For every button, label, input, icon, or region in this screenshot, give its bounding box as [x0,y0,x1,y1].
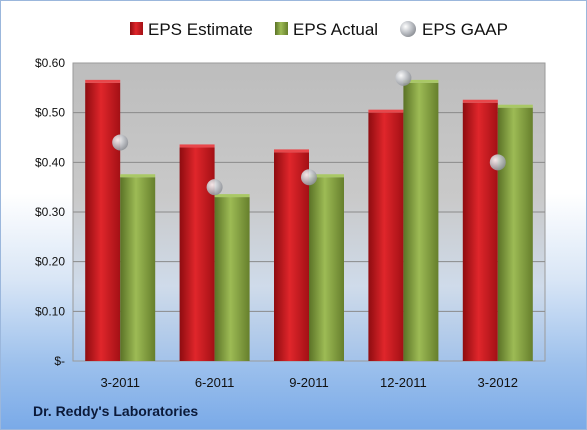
bar-eps-actual [214,197,250,361]
marker-eps-gaap [395,69,412,86]
bar-eps-estimate-top [368,109,404,113]
gaap-markers [112,69,506,196]
bar-eps-estimate [462,102,498,361]
bar-eps-actual [120,177,156,361]
legend-swatch-actual [275,22,288,35]
bars [85,79,533,362]
bar-eps-actual [309,177,344,361]
marker-eps-gaap [489,154,506,171]
company-name: Dr. Reddy's Laboratories [33,403,199,419]
bar-eps-actual [497,107,533,361]
bar-eps-estimate [368,112,404,362]
bar-eps-estimate-top [462,99,498,103]
legend-swatch-estimate [130,22,143,35]
y-tick-label: $0.20 [35,255,65,269]
y-tick-label: $0.50 [35,106,65,120]
bar-eps-estimate-top [85,79,121,83]
y-tick-label: $0.60 [35,56,65,70]
x-tick-label: 6-2011 [195,375,235,390]
y-tick-label: $- [54,354,65,368]
x-tick-label: 3-2012 [478,375,518,390]
legend-label-actual: EPS Actual [293,20,378,39]
legend-label-estimate: EPS Estimate [148,20,253,39]
bar-eps-actual-top [120,174,156,178]
legend: EPS Estimate EPS Actual EPS GAAP [130,20,508,39]
x-tick-label: 12-2011 [380,375,427,390]
marker-eps-gaap [206,179,223,196]
bar-eps-estimate [85,82,121,361]
bar-eps-actual-top [403,79,439,83]
bar-eps-estimate-top [274,149,309,153]
marker-eps-gaap [301,169,317,186]
y-axis: $- $0.10 $0.20 $0.30 $0.40 $0.50 $0.60 [35,56,65,368]
legend-label-gaap: EPS GAAP [422,20,508,39]
y-tick-label: $0.40 [35,155,65,169]
bar-eps-actual-top [214,194,250,198]
bar-eps-actual-top [309,174,344,178]
y-tick-label: $0.30 [35,205,65,219]
x-axis: 3-2011 6-2011 9-2011 12-2011 3-2012 [100,375,518,390]
x-tick-label: 9-2011 [289,375,329,390]
bar-eps-actual [403,82,439,361]
bar-eps-estimate [179,147,215,361]
bar-eps-actual-top [497,104,533,108]
x-tick-label: 3-2011 [100,375,140,390]
marker-eps-gaap [112,134,129,151]
bar-eps-estimate [274,152,309,361]
bar-eps-estimate-top [179,144,215,148]
legend-swatch-gaap [400,21,416,37]
y-tick-label: $0.10 [35,304,65,318]
